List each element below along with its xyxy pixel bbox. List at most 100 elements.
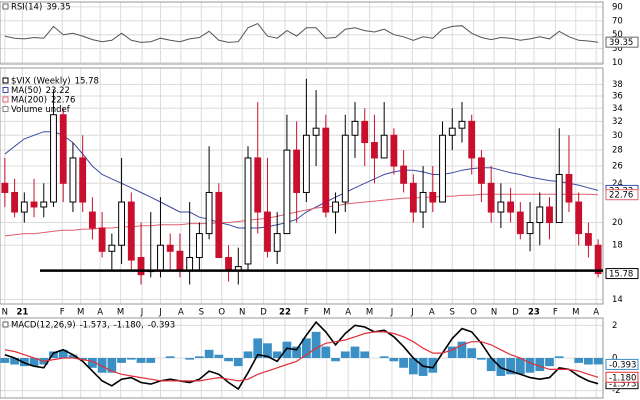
candle [478,150,485,203]
histogram-bar [58,349,68,358]
candle-body [351,120,359,136]
candle-body [273,233,281,252]
candle-body [400,165,408,184]
y-tick-label: 38 [612,80,623,90]
candle-body [195,233,203,259]
histogram-bar [593,358,603,365]
y-tick-label: 20 [612,218,623,228]
candle [11,178,19,218]
value-box-label: 39.35 [609,38,633,48]
candle-body [575,201,583,235]
candle [118,157,125,264]
candle-body [448,127,456,136]
candle [98,212,106,258]
x-tick-label: M [572,308,579,318]
histogram-bar [311,331,321,358]
candle [166,233,174,271]
candle [380,102,388,159]
candle-body [507,201,515,213]
candle [351,102,359,158]
candle [127,192,135,271]
histogram-bar [360,351,370,358]
candle-body [127,201,135,261]
candle [468,114,476,175]
histogram-bar [224,358,233,362]
y-tick-label: 2 [612,321,617,331]
candle-body [215,191,223,259]
histogram-bar [88,358,97,368]
candle [409,174,417,223]
histogram-bar [204,349,214,358]
candle [429,166,437,213]
y-tick-label: 26 [612,162,623,172]
histogram-bar [0,358,10,363]
candle-body [487,182,495,213]
histogram-bar [535,358,545,372]
candle-body [478,157,485,184]
panel-title: MACD(12,26,9) [11,321,76,331]
candle [264,157,271,258]
x-tick-label: J [390,308,394,318]
candle [293,121,301,223]
legend-label: MA(200) [11,96,47,106]
x-tick-label: J [140,308,144,318]
candle-body [98,227,106,252]
candle [419,166,427,228]
value-box: -0.393 [605,358,639,370]
candle-body [186,257,194,272]
candle-body [176,250,184,272]
histogram-bar [506,358,515,375]
histogram-bar [292,346,302,358]
y-tick-label: 90 [612,2,623,12]
panel-frame [0,1,604,65]
candle-body [264,211,271,252]
histogram-bar [49,351,58,358]
histogram-bar [584,358,593,365]
candle-body [312,127,320,136]
histogram-bar [78,358,88,360]
candle [205,146,213,240]
candle [371,114,378,184]
candle-body [225,257,232,272]
panel-frame [0,317,604,399]
candle-body [137,257,145,276]
x-tick-label: F [304,308,309,318]
candle [341,114,349,213]
candle-body [40,201,48,208]
x-tick-label: M [323,308,330,318]
x-tick-label: M [117,308,124,318]
legend-label: $VIX (Weekly) [11,77,71,87]
histogram-bar [428,358,438,373]
histogram-bar [574,358,584,363]
y-tick-label: 70 [612,16,623,26]
candle [40,183,48,218]
legend-label: Volume undef [11,105,71,115]
histogram-bar [545,358,554,367]
x-tick-label: J [158,308,162,318]
histogram-bar [321,346,331,358]
candle [254,102,262,234]
candle [565,135,573,213]
x-tick-label: N [2,308,8,318]
histogram-bar [146,358,156,363]
candle [516,202,524,240]
candle [1,157,9,207]
histogram-bar [195,356,204,358]
candle-body [429,191,437,203]
histogram-bar [331,358,340,362]
candle [322,114,330,218]
y-tick-label: 10 [612,58,623,68]
candle-body [293,149,301,193]
x-tick-label: J [410,308,414,318]
candle-body [254,157,262,213]
title-icon [2,321,9,328]
candle [575,192,583,246]
panel-title-value: -0.393 [148,321,175,331]
candle-body [157,244,164,272]
panel-title-value: -1.180, [114,321,144,331]
title-icon [2,3,9,10]
candle [361,108,369,167]
histogram-bar [350,346,360,358]
y-tick-label: 36 [612,91,623,101]
